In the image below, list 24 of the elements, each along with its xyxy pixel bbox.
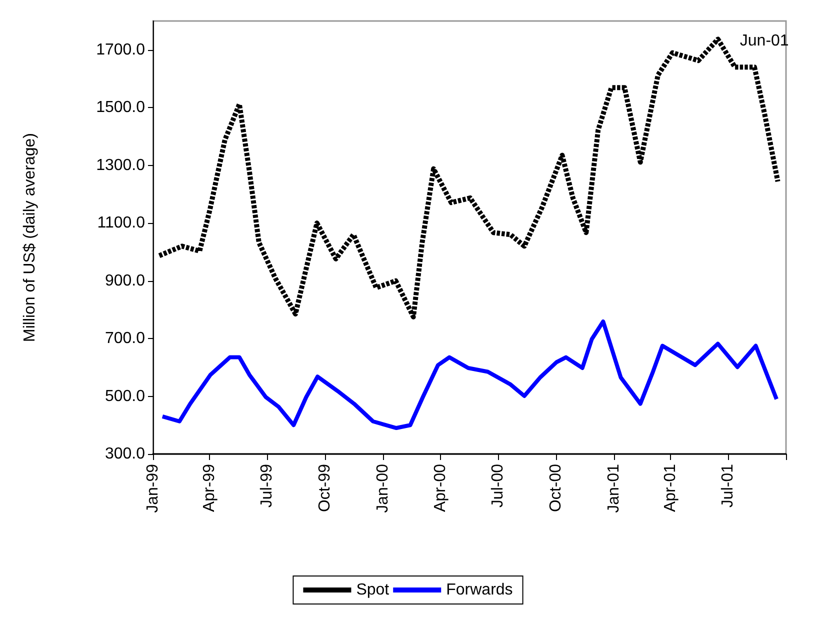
x-tick-label: Jul-99 xyxy=(258,464,276,508)
x-tick-label: Apr-01 xyxy=(662,464,680,512)
x-tick-label: Jan-99 xyxy=(144,464,162,513)
line-series xyxy=(160,320,779,430)
annotation: Jun-01 xyxy=(740,32,789,50)
y-tick-label: 1700.0 xyxy=(96,41,146,58)
y-tick-label: 900.0 xyxy=(104,272,146,290)
y-tick-label: 1100.0 xyxy=(97,214,146,232)
x-tick-label: Jul-01 xyxy=(719,464,736,508)
x-tick-label: Apr-00 xyxy=(432,464,449,512)
x-tick-label: Apr-99 xyxy=(201,464,218,512)
y-axis-title: Million of US$ (daily average) xyxy=(22,133,38,342)
y-tick-label: 500.0 xyxy=(104,388,146,405)
x-tick-label: Oct-99 xyxy=(316,464,334,512)
x-tick-label: Jan-00 xyxy=(374,464,392,513)
y-tick-label: 300.0 xyxy=(104,446,146,462)
legend-label: Spot xyxy=(356,582,390,598)
y-tick-label: 700.0 xyxy=(104,330,146,348)
x-tick-label: Oct-00 xyxy=(547,464,564,512)
legend-label: Forwards xyxy=(446,582,513,598)
y-tick-label: 1500.0 xyxy=(96,99,146,116)
x-tick-label: Jul-00 xyxy=(489,464,506,508)
x-tick-label: Jan-01 xyxy=(605,464,622,513)
y-tick-label: 1300.0 xyxy=(96,156,146,174)
